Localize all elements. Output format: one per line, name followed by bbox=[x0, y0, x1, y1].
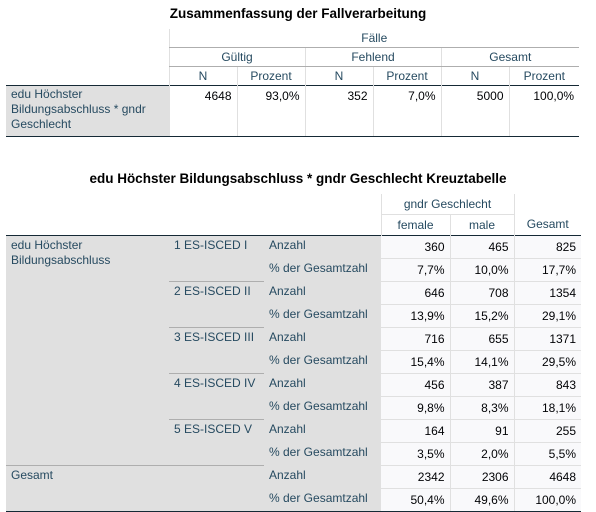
stat-pct-label: % der Gesamtzahl bbox=[264, 350, 381, 374]
stat-pct-label: % der Gesamtzahl bbox=[264, 304, 381, 328]
col-female: female bbox=[380, 214, 450, 236]
total-male-count: 2306 bbox=[449, 465, 515, 489]
cell-male-pct: 2,0% bbox=[449, 442, 515, 466]
total-row-label: Gesamt bbox=[6, 465, 264, 512]
cell-total-count: 843 bbox=[513, 373, 582, 397]
category-label: 4 ES-ISCED IV bbox=[169, 373, 264, 420]
cell-total-pct: 29,5% bbox=[513, 350, 582, 374]
category-label: 3 ES-ISCED III bbox=[169, 327, 264, 374]
cell-male-count: 655 bbox=[449, 327, 515, 351]
cell-male-pct: 10,0% bbox=[449, 258, 515, 282]
header-faelle: Fälle bbox=[168, 29, 580, 48]
cell-male-count: 387 bbox=[449, 373, 515, 397]
cell-total-pct: 5,5% bbox=[513, 442, 582, 466]
cell-female-count: 646 bbox=[381, 281, 450, 305]
missing-percent: 7,0% bbox=[372, 85, 441, 137]
stat-pct-label: % der Gesamtzahl bbox=[264, 258, 381, 282]
valid-percent: 93,0% bbox=[236, 85, 305, 137]
category-label: 1 ES-ISCED I bbox=[169, 235, 264, 282]
subheader-n: N bbox=[440, 66, 509, 86]
cell-female-count: 716 bbox=[381, 327, 450, 351]
cell-total-count: 825 bbox=[513, 235, 582, 259]
cell-male-pct: 15,2% bbox=[449, 304, 515, 328]
cell-male-count: 708 bbox=[449, 281, 515, 305]
subheader-n: N bbox=[304, 66, 373, 86]
cell-female-pct: 7,7% bbox=[381, 258, 450, 282]
category-label: 2 ES-ISCED II bbox=[169, 281, 264, 328]
cell-female-pct: 9,8% bbox=[381, 396, 450, 420]
stat-count-label: Anzahl bbox=[264, 281, 381, 305]
cell-male-pct: 8,3% bbox=[449, 396, 515, 420]
stat-count-label: Anzahl bbox=[264, 465, 381, 489]
stat-count-label: Anzahl bbox=[264, 235, 381, 259]
subheader-prozent: Prozent bbox=[236, 66, 305, 86]
crosstab-table: gndr Geschlecht female male Gesamt edu H… bbox=[6, 194, 582, 512]
stat-count-label: Anzahl bbox=[264, 373, 381, 397]
crosstab-title: edu Höchster Bildungsabschluss * gndr Ge… bbox=[89, 171, 507, 186]
stat-count-label: Anzahl bbox=[264, 419, 381, 443]
header-gueltig: Gültig bbox=[168, 47, 305, 67]
cell-male-count: 465 bbox=[449, 235, 515, 259]
valid-n: 4648 bbox=[168, 85, 237, 137]
stat-count-label: Anzahl bbox=[264, 327, 381, 351]
subheader-prozent: Prozent bbox=[508, 66, 580, 86]
total-percent: 100,0% bbox=[508, 85, 580, 137]
header-fehlend: Fehlend bbox=[304, 47, 441, 67]
summary-title: Zusammenfassung der Fallverarbeitung bbox=[169, 6, 427, 21]
col-var-header: gndr Geschlecht bbox=[380, 194, 515, 215]
cell-female-pct: 3,5% bbox=[381, 442, 450, 466]
case-processing-summary-table: Fälle Gültig Fehlend Gesamt N Prozent N … bbox=[6, 29, 580, 137]
cell-female-pct: 13,9% bbox=[381, 304, 450, 328]
cell-total-pct: 18,1% bbox=[513, 396, 582, 420]
total-female-count: 2342 bbox=[381, 465, 450, 489]
cell-female-count: 360 bbox=[381, 235, 450, 259]
cell-total-pct: 29,1% bbox=[513, 304, 582, 328]
cell-total-pct: 17,7% bbox=[513, 258, 582, 282]
missing-n: 352 bbox=[304, 85, 373, 137]
header-gesamt: Gesamt bbox=[440, 47, 580, 67]
cell-female-count: 456 bbox=[381, 373, 450, 397]
stat-pct-label: % der Gesamtzahl bbox=[264, 442, 381, 466]
col-male: male bbox=[449, 214, 515, 236]
col-total: Gesamt bbox=[513, 214, 582, 236]
stat-pct-label: % der Gesamtzahl bbox=[264, 396, 381, 420]
row-var-label: edu Höchster Bildungsabschluss bbox=[6, 235, 169, 466]
cell-female-count: 164 bbox=[381, 419, 450, 443]
cell-female-pct: 15,4% bbox=[381, 350, 450, 374]
category-label: 5 ES-ISCED V bbox=[169, 419, 264, 466]
cell-male-count: 91 bbox=[449, 419, 515, 443]
summary-row-label: edu Höchster Bildungsabschluss * gndr Ge… bbox=[6, 85, 169, 137]
cell-total-count: 255 bbox=[513, 419, 582, 443]
subheader-prozent: Prozent bbox=[372, 66, 441, 86]
cell-total-count: 1354 bbox=[513, 281, 582, 305]
subheader-n: N bbox=[168, 66, 237, 86]
total-total-count: 4648 bbox=[513, 465, 582, 489]
cell-male-pct: 14,1% bbox=[449, 350, 515, 374]
cell-total-count: 1371 bbox=[513, 327, 582, 351]
total-n: 5000 bbox=[440, 85, 509, 137]
